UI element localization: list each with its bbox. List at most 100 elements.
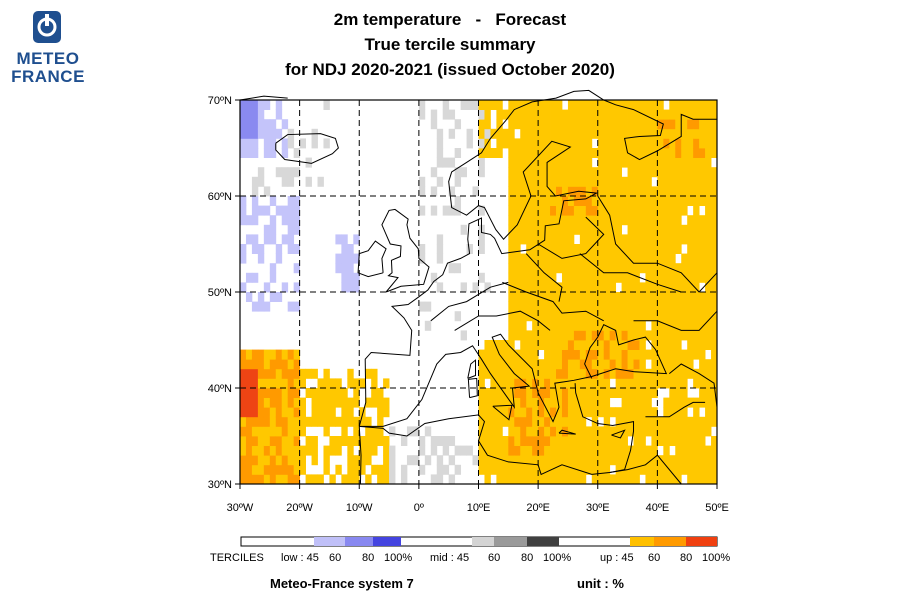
tercile-cell [663,244,670,254]
tercile-cell [263,186,271,197]
tercile-cell [609,436,617,446]
tercile-cell [520,205,527,216]
tercile-cell [663,330,670,341]
tercile-cell [675,426,682,437]
tercile-cell [615,330,622,341]
lat-label: 60ºN [208,191,232,203]
tercile-cell [585,234,593,245]
tercile-cell [484,128,491,139]
tercile-cell [550,215,557,226]
tercile-cell [609,234,617,245]
tercile-cell [508,100,515,110]
tercile-cell [633,407,640,418]
tercile-cell [561,474,569,485]
tercile-cell [597,119,605,130]
tercile-cell [639,292,646,302]
tercile-cell [681,301,688,312]
tercile-cell [699,349,706,360]
tercile-cell [567,224,575,235]
tercile-cell [603,128,611,139]
tercile-cell [365,455,372,466]
tercile-cell [663,234,670,245]
tercile-cell [639,282,646,293]
tercile-cell [383,464,390,475]
tercile-cell [633,426,640,437]
tercile-cell [633,464,640,475]
tercile-cell [490,416,497,427]
lon-label: 50ºE [705,502,729,514]
tercile-cell [579,320,587,331]
tercile-cell [567,292,575,302]
tercile-cell [287,349,295,360]
legend-up-label: up : 45 [600,552,634,564]
tercile-cell [532,205,539,216]
tercile-cell [484,119,491,130]
tercile-cell [675,196,682,206]
tercile-cell [615,119,622,130]
tercile-cell [520,359,527,370]
tercile-cell [591,186,599,197]
tercile-cell [520,340,527,350]
tercile-cell [621,215,628,226]
tercile-cell [699,244,706,254]
lon-label: 10ºE [467,502,491,514]
tercile-cell [573,157,581,168]
tercile-cell [389,445,396,456]
tercile-cell [496,368,503,379]
tercile-cell [657,263,664,274]
tercile-cell [240,359,247,370]
tercile-cell [245,148,253,158]
tercile-cell [621,301,628,312]
tercile-cell [645,157,652,168]
tercile-cell [251,128,259,139]
tercile-cell [657,282,664,293]
tercile-cell [579,436,587,446]
tercile-cell [263,224,271,235]
tercile-cell [448,205,456,216]
tercile-cell [240,397,247,408]
tercile-cell [579,301,587,312]
tercile-cell [520,176,527,187]
tercile-cell [424,455,432,466]
tercile-cell [526,445,533,456]
tercile-cell [502,455,509,466]
tercile-cell [538,464,545,475]
tercile-cell [609,359,617,370]
tercile-cell [693,436,700,446]
tercile-cell [711,272,718,283]
tercile-cell [436,128,444,139]
tercile-cell [502,128,509,139]
tercile-cell [585,224,593,235]
tercile-cell [329,416,336,427]
tercile-cell [579,368,587,379]
legend-swatch [654,537,686,546]
tercile-cell [275,359,283,370]
legend-low-tick-60: 60 [329,552,342,564]
tercile-cell [550,359,557,370]
tercile-cell [508,378,515,389]
tercile-cell [675,119,682,130]
tercile-cell [448,436,456,446]
tercile-cell [556,167,563,178]
tercile-cell [615,455,622,466]
tercile-cell [573,340,581,350]
tercile-cell [556,196,563,206]
tercile-cell [508,263,515,274]
tercile-cell [269,349,277,360]
tercile-cell [705,224,712,235]
tercile-cell [693,138,700,149]
tercile-cell [687,455,694,466]
tercile-cell [251,416,259,427]
tercile-cell [705,301,712,312]
tercile-cell [573,436,581,446]
tercile-cell [556,215,563,226]
tercile-cell [567,388,575,398]
tercile-cell [556,474,563,485]
tercile-cell [585,349,593,360]
tercile-cell [693,378,700,389]
tercile-cell [293,215,301,226]
tercile-cell [639,100,646,110]
tercile-cell [514,388,521,398]
tercile-cell [556,128,563,139]
